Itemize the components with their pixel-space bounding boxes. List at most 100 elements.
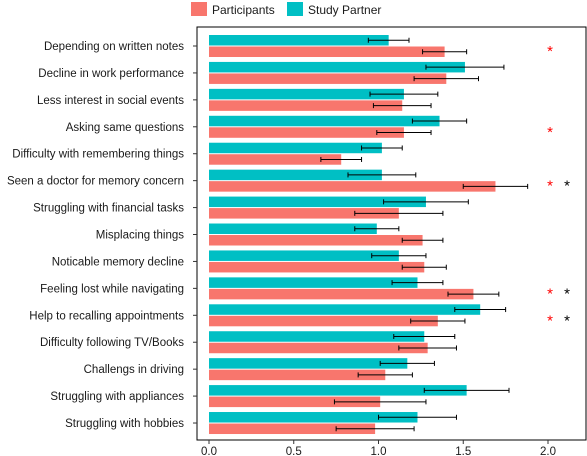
x-tick-label: 1.5 — [455, 446, 471, 456]
study-partner-group — [209, 412, 457, 423]
study-partner-bar — [209, 142, 382, 154]
participants-group — [209, 46, 468, 57]
participants-group — [209, 261, 447, 273]
x-tick-label: 0.0 — [201, 446, 217, 456]
participants-group — [209, 342, 457, 354]
study-partner-group — [209, 277, 444, 288]
participants-bar — [209, 423, 376, 435]
participants-bar — [209, 73, 447, 84]
category-label: Misplacing things — [96, 230, 184, 242]
category-label: Struggling with appliances — [50, 391, 184, 403]
category-row: Misplacing things — [96, 230, 197, 242]
category-row: Feeling lost while navigating — [40, 283, 197, 295]
study-partner-bar — [209, 169, 382, 181]
category-label: Difficulty with remembering things — [12, 149, 184, 161]
study-partner-bar — [209, 88, 404, 100]
participants-bar — [209, 288, 474, 300]
study-partner-group — [209, 142, 403, 154]
significance-marker-black: * — [564, 312, 570, 329]
participants-group — [209, 154, 363, 165]
category-label: Less interest in social events — [37, 95, 184, 107]
x-tick-label: 0.5 — [286, 446, 302, 456]
participants-group — [209, 288, 500, 300]
category-row: Challengs in driving — [84, 364, 197, 376]
participants-bar — [209, 100, 403, 111]
significance-marker-red: * — [547, 124, 553, 141]
study-partner-group — [209, 88, 439, 100]
participants-group — [209, 208, 444, 219]
participants-bar — [209, 235, 423, 246]
study-partner-group — [209, 169, 417, 181]
category-row: Decline in work performance — [38, 68, 197, 80]
participants-bar — [209, 154, 342, 165]
category-row: Less interest in social events — [37, 95, 197, 107]
significance-marker-red: * — [547, 312, 553, 329]
study-partner-bar — [209, 115, 440, 127]
category-row: Struggling with financial tasks — [33, 203, 197, 215]
category-row: Seen a doctor for memory concern — [7, 176, 197, 188]
category-label: Help to recalling appointments — [29, 310, 184, 322]
participants-group — [209, 100, 432, 111]
legend: Participants Study Partner — [191, 2, 381, 17]
study-partner-group — [209, 331, 456, 342]
participants-group — [209, 181, 529, 192]
x-tick-label: 1.0 — [371, 446, 387, 456]
significance-marker-red: * — [547, 285, 553, 302]
study-partner-group — [209, 385, 510, 396]
x-axis: 0.0 0.5 1.0 1.5 2.0 — [201, 440, 556, 456]
category-label: Challengs in driving — [84, 364, 184, 376]
participants-bar — [209, 342, 428, 354]
study-partner-group — [209, 35, 410, 46]
participants-bar — [209, 396, 381, 408]
participants-bar — [209, 46, 445, 57]
study-partner-group — [209, 250, 427, 261]
significance-marker-black: * — [564, 285, 570, 302]
participants-bar — [209, 127, 404, 138]
study-partner-bar — [209, 250, 399, 261]
participants-group — [209, 235, 444, 246]
category-row: Difficulty following TV/Books — [40, 337, 197, 349]
study-partner-bar — [209, 196, 426, 208]
study-partner-bar — [209, 223, 377, 235]
participants-bar — [209, 181, 496, 192]
category-label: Seen a doctor for memory concern — [7, 176, 184, 188]
category-label: Depending on written notes — [44, 41, 184, 53]
study-partner-bar — [209, 304, 481, 315]
category-label: Noticable memory decline — [52, 256, 184, 268]
category-label: Difficulty following TV/Books — [40, 337, 184, 349]
participants-group — [209, 127, 432, 138]
category-row: Depending on written notes — [44, 41, 197, 53]
plot-panel-border — [196, 26, 587, 441]
study-partner-bar — [209, 277, 418, 288]
study-partner-group — [209, 304, 507, 315]
category-row: Asking same questions — [66, 122, 197, 134]
category-row: Struggling with hobbies — [65, 418, 197, 430]
category-row: Help to recalling appointments — [29, 310, 197, 322]
participants-bar — [209, 208, 399, 219]
study-partner-group — [209, 61, 505, 73]
significance-marker-red: * — [547, 43, 553, 60]
study-partner-bar — [209, 35, 389, 46]
participants-group — [209, 73, 480, 84]
significance-marker-black: * — [564, 178, 570, 195]
x-tick-label: 2.0 — [540, 446, 556, 456]
legend-label-participants: Participants — [212, 3, 275, 17]
study-partner-group — [209, 196, 469, 208]
significance-marker-red: * — [547, 178, 553, 195]
category-label: Decline in work performance — [38, 68, 184, 80]
study-partner-group — [209, 223, 400, 235]
study-partner-bar — [209, 385, 467, 396]
legend-swatch-participants — [191, 2, 207, 16]
category-row: Struggling with appliances — [50, 391, 197, 403]
study-partner-bar — [209, 358, 408, 369]
participants-group — [209, 423, 415, 435]
study-partner-group — [209, 115, 468, 127]
participants-group — [209, 396, 427, 408]
study-partner-bar — [209, 331, 425, 342]
study-partner-bar — [209, 412, 418, 423]
category-row: Difficulty with remembering things — [12, 149, 197, 161]
participants-group — [209, 369, 413, 381]
category-row: Noticable memory decline — [52, 256, 197, 268]
